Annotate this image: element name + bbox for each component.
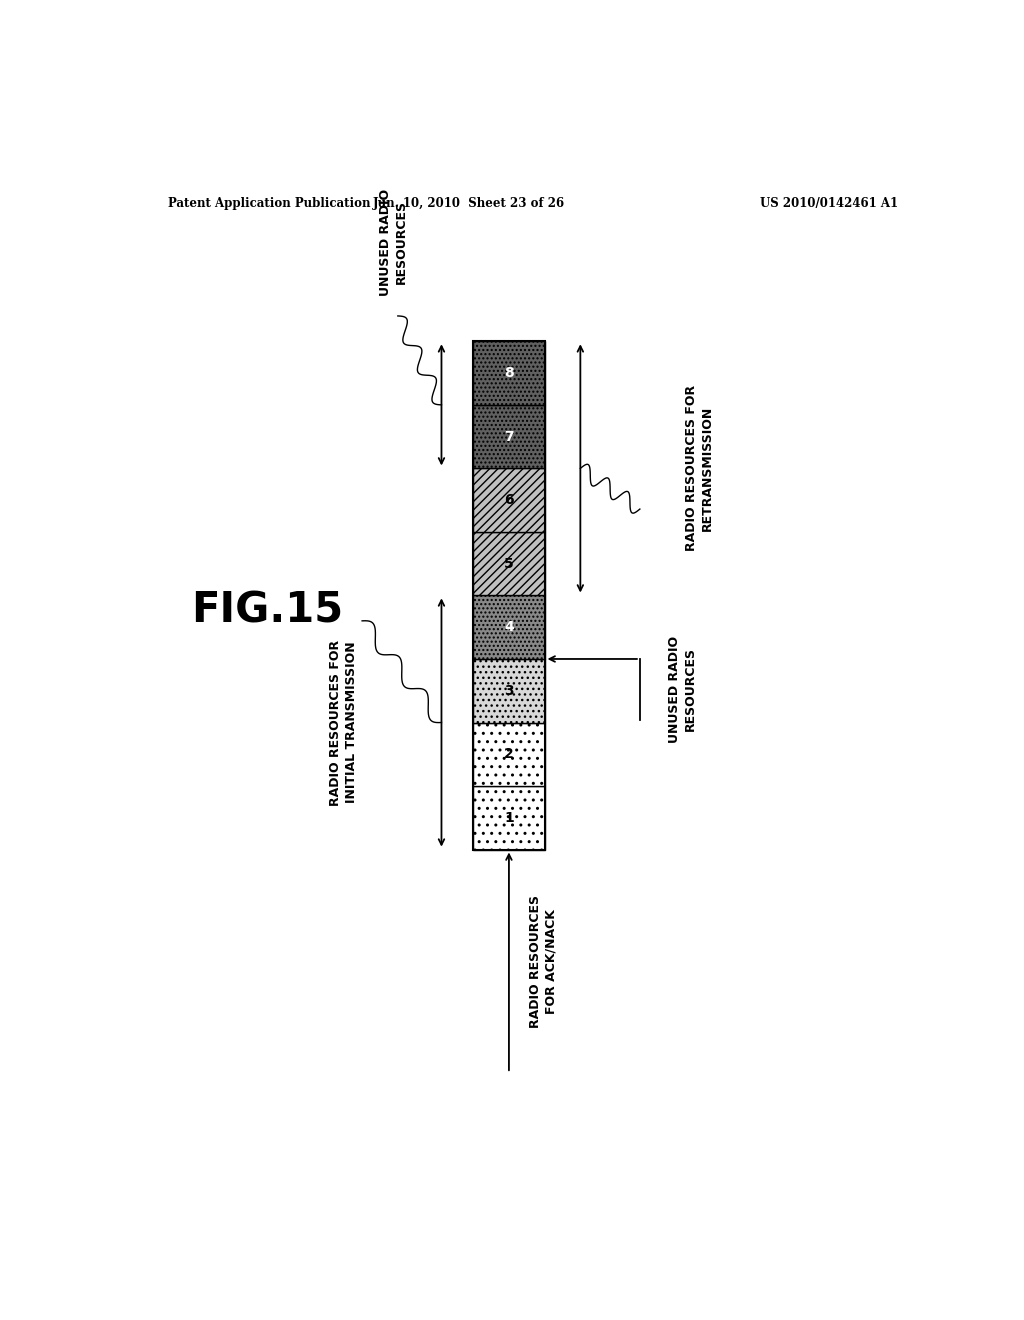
Bar xyxy=(473,342,545,405)
Bar xyxy=(473,405,545,469)
Bar xyxy=(473,342,545,850)
Bar xyxy=(473,532,545,595)
Text: Jun. 10, 2010  Sheet 23 of 26: Jun. 10, 2010 Sheet 23 of 26 xyxy=(373,197,565,210)
Text: FIG.15: FIG.15 xyxy=(191,590,344,632)
Bar xyxy=(473,659,545,722)
Bar xyxy=(473,785,545,850)
Bar xyxy=(473,595,545,659)
Text: UNUSED RADIO
RESOURCES: UNUSED RADIO RESOURCES xyxy=(668,636,696,743)
Text: 1: 1 xyxy=(504,810,514,825)
Text: 5: 5 xyxy=(504,557,514,570)
Text: 2: 2 xyxy=(504,747,514,762)
Text: RADIO RESOURCES
FOR ACK/NACK: RADIO RESOURCES FOR ACK/NACK xyxy=(528,895,558,1028)
Bar xyxy=(473,722,545,785)
Text: 4: 4 xyxy=(504,620,514,634)
Text: UNUSED RADIO
RESOURCES: UNUSED RADIO RESOURCES xyxy=(379,189,409,296)
Text: RADIO RESOURCES FOR
INITIAL TRANSMISSION: RADIO RESOURCES FOR INITIAL TRANSMISSION xyxy=(329,639,358,805)
Text: 8: 8 xyxy=(504,366,514,380)
Text: 3: 3 xyxy=(504,684,514,698)
Text: Patent Application Publication: Patent Application Publication xyxy=(168,197,371,210)
Text: 7: 7 xyxy=(504,429,514,444)
Text: RADIO RESOURCES FOR
RETRANSMISSION: RADIO RESOURCES FOR RETRANSMISSION xyxy=(685,385,714,552)
Text: US 2010/0142461 A1: US 2010/0142461 A1 xyxy=(760,197,898,210)
Bar xyxy=(473,469,545,532)
Text: 6: 6 xyxy=(504,494,514,507)
